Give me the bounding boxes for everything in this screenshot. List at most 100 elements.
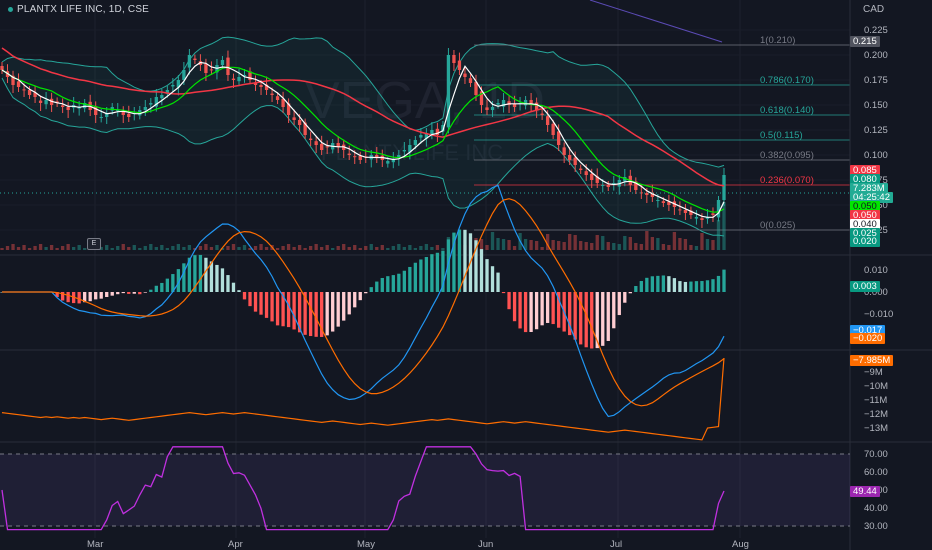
time-axis-label: Jul — [610, 539, 622, 550]
candle[interactable] — [507, 96, 511, 113]
candle[interactable] — [270, 87, 274, 102]
candle[interactable] — [320, 135, 324, 155]
trend-line[interactable] — [589, 0, 723, 43]
candle[interactable] — [446, 48, 451, 134]
candle[interactable] — [38, 95, 43, 111]
candle[interactable] — [121, 106, 125, 123]
macd-signal-line[interactable] — [2, 198, 725, 407]
obv-axis-label: −10M — [864, 381, 888, 392]
fibonacci-retracement[interactable]: 1(0.210) 0.786(0.170) 0.618(0.140) 0.5(0.11… — [474, 35, 850, 231]
candle[interactable] — [325, 140, 329, 154]
candle[interactable] — [308, 131, 313, 146]
candle[interactable] — [435, 122, 440, 142]
price-tag: 7.283M — [850, 183, 888, 194]
candle[interactable] — [127, 105, 131, 122]
candle[interactable] — [485, 99, 489, 115]
candle[interactable] — [60, 98, 65, 113]
candle[interactable] — [231, 73, 236, 88]
candle[interactable] — [22, 83, 26, 97]
candle[interactable] — [105, 107, 109, 124]
price-tag: 0.025 — [850, 228, 880, 239]
candle[interactable] — [11, 70, 15, 93]
candle[interactable] — [424, 128, 429, 147]
candle[interactable] — [689, 206, 693, 219]
candle[interactable] — [694, 210, 699, 225]
candle[interactable] — [716, 196, 721, 222]
candle[interactable] — [595, 168, 599, 188]
price-tag: 0.050 — [850, 210, 880, 221]
earnings-marker[interactable]: E — [87, 238, 101, 250]
candle[interactable] — [667, 194, 671, 211]
candle[interactable] — [430, 122, 434, 140]
candle[interactable] — [402, 142, 406, 157]
candle[interactable] — [579, 164, 583, 174]
candle[interactable] — [441, 121, 445, 136]
candle[interactable] — [27, 86, 32, 99]
candle[interactable] — [94, 101, 98, 123]
candle[interactable] — [226, 50, 230, 81]
candle[interactable] — [534, 97, 539, 118]
candle[interactable] — [193, 54, 197, 64]
candle[interactable] — [83, 99, 87, 113]
candle[interactable] — [16, 73, 21, 92]
candle[interactable] — [711, 207, 715, 222]
candle[interactable] — [314, 136, 318, 153]
ma-green-line[interactable] — [1, 66, 725, 213]
candle[interactable] — [0, 62, 4, 74]
candle[interactable] — [634, 177, 638, 194]
price-tag: 04:25:42 — [850, 192, 893, 203]
candle[interactable] — [187, 49, 192, 75]
macd-line[interactable] — [2, 184, 725, 418]
candle[interactable] — [678, 201, 682, 215]
ma-white-line[interactable] — [1, 61, 725, 218]
candle[interactable] — [303, 118, 307, 139]
candle[interactable] — [347, 145, 351, 160]
candle[interactable] — [612, 176, 616, 191]
currency-label: CAD — [863, 4, 885, 15]
price-axis-label: 0.150 — [864, 100, 888, 111]
rsi-line[interactable] — [1, 446, 725, 531]
candle[interactable] — [33, 85, 37, 103]
candle[interactable] — [562, 142, 566, 163]
rsi-axis-label: 70.00 — [864, 449, 888, 460]
candle[interactable] — [281, 91, 285, 113]
candle[interactable] — [336, 136, 340, 153]
candle[interactable] — [457, 52, 462, 75]
candle[interactable] — [452, 50, 456, 71]
candle[interactable] — [419, 128, 423, 144]
candle[interactable] — [171, 78, 175, 93]
candle[interactable] — [275, 92, 280, 104]
bollinger-lower-line — [1, 77, 725, 237]
candle[interactable] — [573, 151, 577, 172]
candle[interactable] — [463, 67, 467, 84]
candle[interactable] — [683, 204, 688, 220]
candle[interactable] — [154, 89, 158, 112]
candle[interactable] — [722, 168, 726, 206]
ma-red-line[interactable] — [1, 47, 725, 187]
candle[interactable] — [237, 69, 241, 87]
candle[interactable] — [501, 93, 506, 113]
candle[interactable] — [639, 185, 643, 199]
candle[interactable] — [149, 98, 153, 113]
candle[interactable] — [529, 93, 533, 111]
candle[interactable] — [606, 181, 610, 191]
candle[interactable] — [551, 119, 555, 139]
candle[interactable] — [143, 100, 147, 116]
chart-title[interactable]: PLANTX LIFE INC, 1D, CSE — [8, 4, 149, 15]
candle[interactable] — [44, 92, 48, 110]
candle[interactable] — [568, 147, 572, 165]
candle[interactable] — [375, 147, 379, 163]
candle[interactable] — [523, 96, 528, 110]
candle[interactable] — [496, 99, 500, 109]
candle[interactable] — [176, 75, 181, 96]
candle[interactable] — [468, 74, 473, 87]
candle[interactable] — [242, 69, 247, 83]
obv-line[interactable] — [1, 357, 725, 441]
candle[interactable] — [66, 102, 70, 118]
candle[interactable] — [209, 61, 214, 75]
candle[interactable] — [358, 151, 362, 164]
candle[interactable] — [248, 67, 252, 84]
candle[interactable] — [292, 109, 296, 125]
candle[interactable] — [286, 98, 291, 123]
